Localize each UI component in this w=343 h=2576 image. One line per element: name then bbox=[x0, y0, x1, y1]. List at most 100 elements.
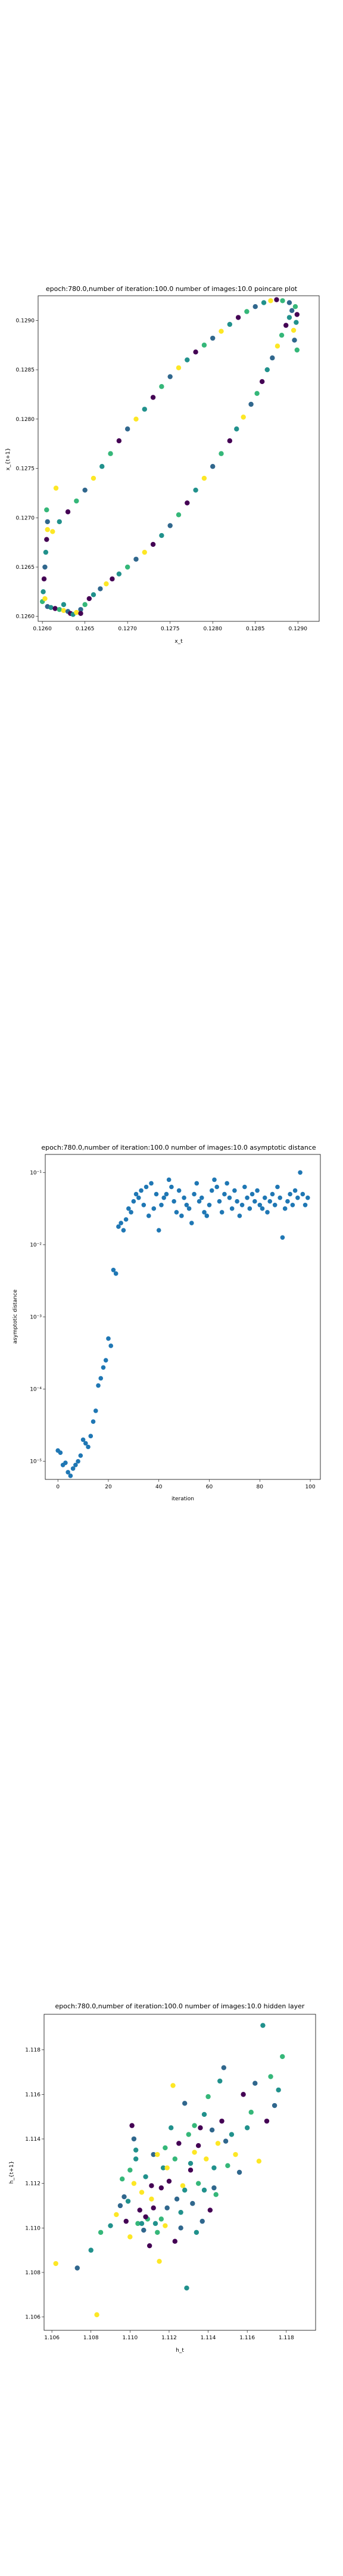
data-point bbox=[58, 1450, 63, 1455]
x-axis-label: iteration bbox=[172, 1496, 194, 1502]
x-tick-label: 40 bbox=[155, 1484, 163, 1490]
data-point bbox=[182, 2101, 188, 2106]
data-point bbox=[108, 451, 113, 456]
data-point bbox=[63, 1460, 68, 1465]
y-tick-label: 10⁻⁴ bbox=[30, 1387, 42, 1393]
data-point bbox=[99, 464, 105, 469]
data-point bbox=[270, 1191, 275, 1197]
chart-title: epoch:780.0,number of iteration:100.0 nu… bbox=[46, 285, 298, 293]
data-point bbox=[185, 357, 190, 363]
data-point bbox=[257, 1202, 263, 1208]
data-point bbox=[42, 564, 48, 570]
data-point bbox=[212, 1177, 217, 1182]
data-point bbox=[114, 2212, 119, 2218]
data-point bbox=[259, 379, 265, 385]
data-point bbox=[161, 1195, 167, 1200]
data-point bbox=[294, 320, 299, 325]
data-point bbox=[101, 1365, 106, 1370]
data-point bbox=[91, 592, 96, 597]
data-point bbox=[254, 391, 260, 396]
data-point bbox=[244, 309, 250, 314]
data-point bbox=[270, 355, 275, 361]
data-point bbox=[127, 2168, 133, 2173]
x-tick-label: 0.1280 bbox=[203, 626, 222, 632]
data-point bbox=[213, 2192, 219, 2197]
data-point bbox=[88, 1433, 93, 1439]
data-point bbox=[261, 300, 267, 305]
data-point bbox=[192, 1191, 197, 1197]
y-tick-label: 10⁻⁵ bbox=[30, 1459, 42, 1465]
data-point bbox=[176, 365, 182, 370]
data-point bbox=[159, 384, 164, 389]
data-point bbox=[133, 556, 139, 562]
data-point bbox=[169, 1184, 174, 1190]
data-point bbox=[98, 1376, 104, 1381]
x-tick-label: 20 bbox=[105, 1484, 112, 1490]
x-tick-label: 1.118 bbox=[279, 2335, 294, 2341]
y-tick-label: 0.1265 bbox=[16, 565, 35, 571]
data-points bbox=[39, 297, 300, 617]
data-point bbox=[291, 327, 297, 333]
data-point bbox=[82, 487, 88, 493]
data-point bbox=[91, 1419, 96, 1424]
x-tick-label: 1.114 bbox=[201, 2335, 216, 2341]
y-ticks: 10⁻⁵ 10⁻⁴ 10⁻³ 10⁻² 10⁻¹ bbox=[30, 1170, 45, 1465]
data-point bbox=[250, 1191, 255, 1197]
x-tick-label: 80 bbox=[257, 1484, 264, 1490]
data-point bbox=[248, 2110, 254, 2115]
data-point bbox=[129, 2123, 135, 2128]
data-point bbox=[91, 475, 96, 481]
data-point bbox=[267, 1199, 273, 1204]
data-point bbox=[193, 487, 198, 493]
data-point bbox=[219, 1210, 224, 1215]
data-point bbox=[103, 1358, 108, 1363]
data-point bbox=[252, 1199, 257, 1204]
data-point bbox=[88, 2247, 93, 2253]
y-tick-label: 0.1290 bbox=[16, 318, 35, 324]
data-point bbox=[167, 523, 173, 528]
data-point bbox=[44, 507, 49, 513]
data-point bbox=[78, 606, 83, 612]
data-point bbox=[194, 2230, 199, 2235]
data-point bbox=[155, 2151, 160, 2157]
data-point bbox=[61, 608, 67, 613]
y-tick-label: 0.1285 bbox=[16, 367, 35, 373]
data-point bbox=[275, 1184, 280, 1190]
data-point bbox=[201, 2111, 207, 2117]
data-point bbox=[151, 2205, 156, 2210]
data-point bbox=[260, 1206, 265, 1211]
data-point bbox=[45, 527, 50, 532]
data-point bbox=[232, 1188, 237, 1193]
data-point bbox=[133, 416, 139, 422]
data-point bbox=[292, 1188, 298, 1193]
data-point bbox=[195, 2143, 201, 2148]
data-point bbox=[142, 407, 147, 412]
data-point bbox=[157, 2259, 162, 2264]
data-point bbox=[234, 426, 239, 432]
data-point bbox=[224, 1181, 229, 1186]
data-point bbox=[294, 312, 300, 317]
data-point bbox=[222, 1191, 227, 1197]
data-point bbox=[154, 1191, 159, 1197]
data-point bbox=[184, 2285, 189, 2291]
data-point bbox=[295, 1195, 300, 1200]
y-tick-label: 1.112 bbox=[25, 2181, 40, 2187]
data-point bbox=[123, 2218, 129, 2224]
y-tick-label: 0.1270 bbox=[16, 515, 35, 521]
y-axis-label: asymptotic distance bbox=[13, 1289, 18, 1343]
data-point bbox=[172, 1199, 176, 1204]
x-tick-label: 1.106 bbox=[44, 2335, 60, 2341]
data-point bbox=[290, 1202, 295, 1208]
data-point bbox=[149, 1181, 154, 1186]
data-point bbox=[282, 1206, 288, 1211]
data-point bbox=[219, 451, 224, 456]
data-point bbox=[219, 2118, 224, 2124]
data-point bbox=[70, 1466, 76, 1471]
data-point bbox=[131, 2181, 137, 2186]
y-tick-label: 1.116 bbox=[25, 2092, 40, 2098]
data-point bbox=[155, 2230, 160, 2235]
x-tick-label: 0.1260 bbox=[33, 626, 52, 632]
data-point bbox=[215, 2141, 221, 2146]
data-point bbox=[164, 1191, 169, 1197]
data-point bbox=[98, 2230, 104, 2235]
